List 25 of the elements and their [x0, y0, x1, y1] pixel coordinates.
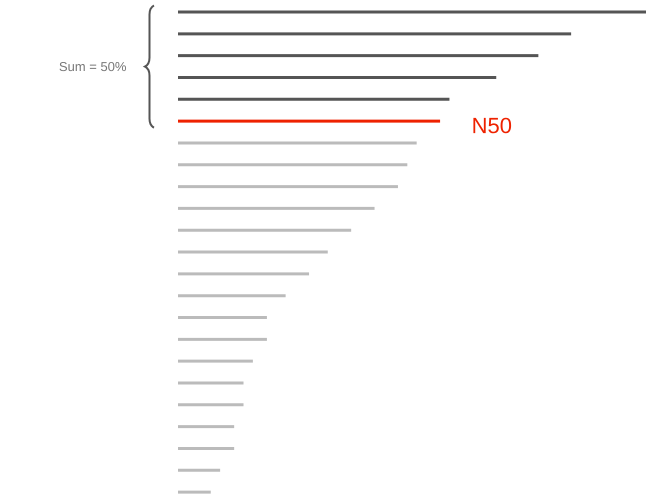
bar [178, 206, 375, 210]
bar [178, 360, 253, 363]
annotation: N50 [473, 118, 512, 134]
bar [178, 98, 450, 101]
bar [178, 76, 496, 79]
bar [178, 381, 244, 384]
bar [178, 120, 440, 123]
bar [178, 250, 328, 254]
bar [178, 163, 408, 166]
text: Sum = 50% [60, 62, 126, 72]
bar [178, 490, 211, 494]
bar [178, 228, 352, 232]
bar [178, 425, 234, 428]
bar [178, 54, 538, 58]
bar [178, 316, 267, 320]
bar [178, 446, 234, 450]
bar [178, 185, 398, 188]
bar [178, 403, 244, 406]
bar [178, 32, 572, 36]
bar [178, 272, 310, 276]
bar [178, 294, 286, 298]
bar [178, 468, 220, 472]
bar [178, 338, 267, 341]
bar [178, 10, 646, 14]
bar [178, 141, 417, 144]
